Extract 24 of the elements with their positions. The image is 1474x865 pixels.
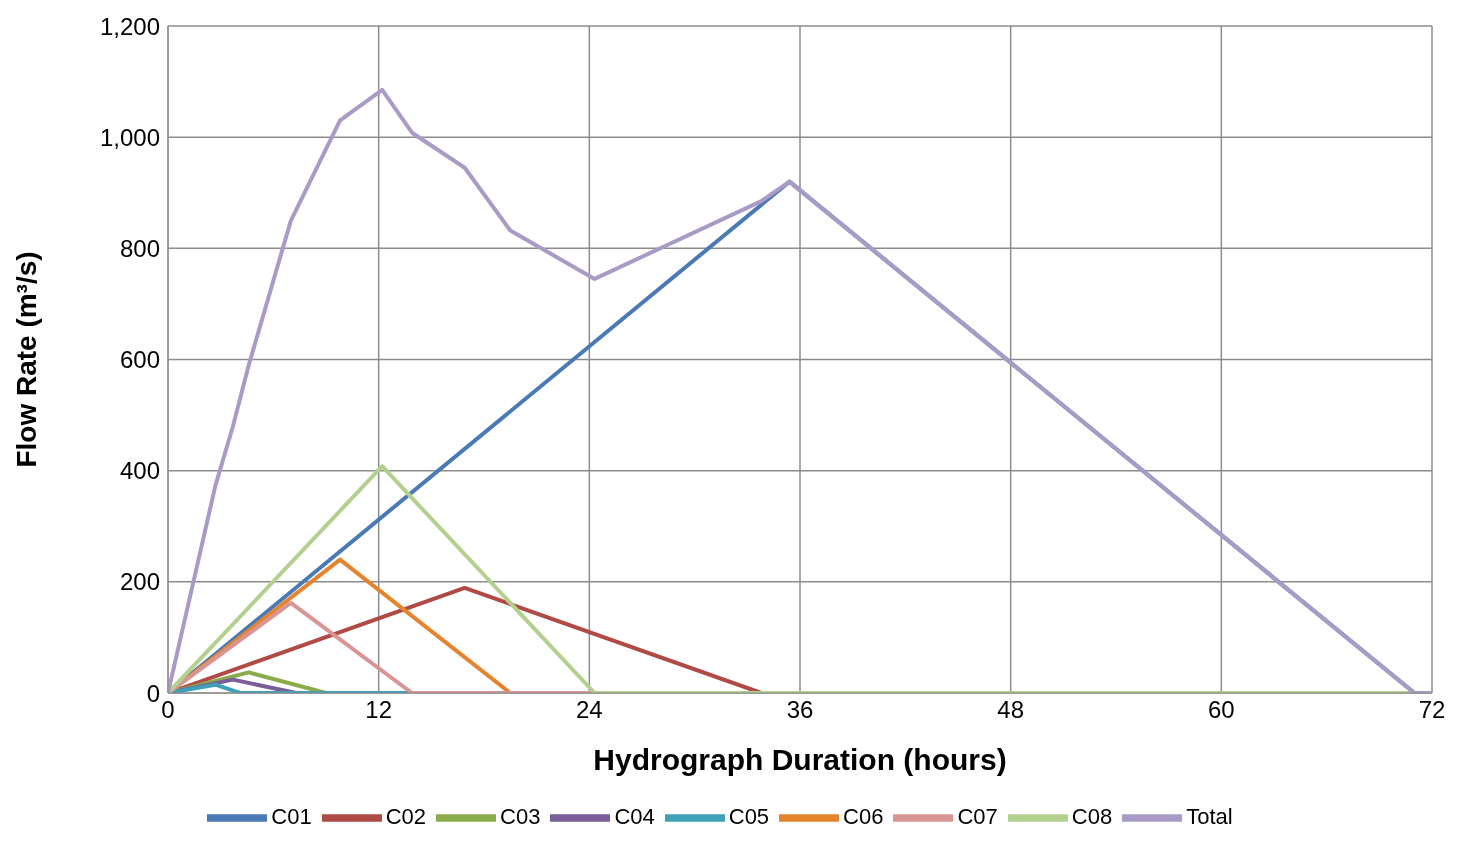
legend-label: C04: [614, 803, 655, 829]
y-tick-label: 600: [119, 346, 160, 374]
legend-label: C01: [271, 803, 312, 829]
y-tick-label: 0: [146, 679, 160, 707]
y-axis-title: Flow Rate (m³/s): [10, 251, 42, 468]
y-tick-label: 1,000: [99, 123, 160, 151]
y-tick-label: 400: [119, 457, 160, 485]
legend-label: C03: [500, 803, 541, 829]
legend-label: Total: [1186, 803, 1233, 829]
legend-label: C08: [1071, 803, 1113, 829]
legend-label: C02: [385, 803, 427, 829]
x-tick-label: 72: [1418, 696, 1446, 724]
legend-label: C07: [957, 803, 998, 829]
x-tick-label: 48: [997, 696, 1025, 724]
x-tick-label: 36: [786, 696, 814, 724]
x-axis-title: Hydrograph Duration (hours): [593, 743, 1007, 776]
x-tick-label: 12: [365, 696, 393, 724]
y-tick-label: 200: [119, 568, 160, 596]
x-tick-label: 24: [575, 696, 603, 724]
y-tick-label: 1,200: [99, 12, 160, 40]
legend-label: C06: [843, 803, 884, 829]
x-tick-label: 60: [1207, 696, 1235, 724]
y-tick-label: 800: [119, 234, 160, 262]
legend-label: C05: [728, 803, 770, 829]
